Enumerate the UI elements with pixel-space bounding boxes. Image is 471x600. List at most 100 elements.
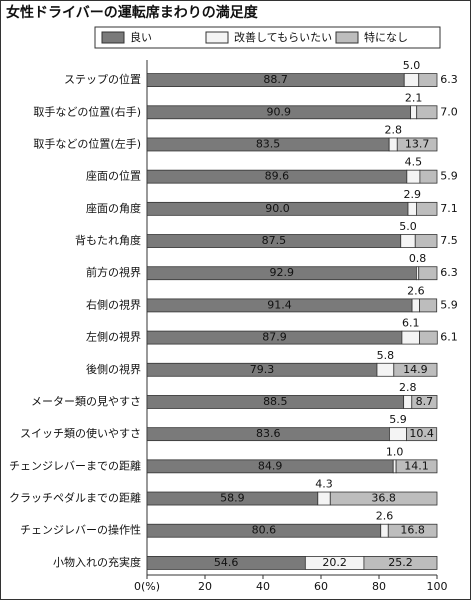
bar-segment <box>414 234 438 248</box>
x-tick-label: 0(%) <box>134 580 160 593</box>
value-label: 0.8 <box>409 252 427 265</box>
value-label: 6.3 <box>440 73 458 86</box>
x-tick-label: 100 <box>427 580 448 593</box>
y-tick-label: ステップの位置 <box>64 72 141 86</box>
y-tick-label: 小物入れの充実度 <box>53 555 141 569</box>
bar-segment <box>387 523 438 538</box>
bar-segment <box>329 491 438 506</box>
bar-segment <box>406 169 421 184</box>
value-label: 25.2 <box>388 556 413 569</box>
bar-segment <box>418 73 438 87</box>
value-label: 5.8 <box>377 349 395 362</box>
value-label: 2.6 <box>407 284 425 297</box>
value-label: 87.9 <box>262 331 287 344</box>
bar-segment <box>419 330 438 345</box>
bar-segment <box>411 395 438 409</box>
y-tick-label: メーター類の見やすさ <box>31 395 141 408</box>
bar-segment <box>403 73 420 87</box>
value-label: 2.8 <box>384 123 402 136</box>
value-label: 14.9 <box>403 363 428 376</box>
bar-segment <box>410 105 418 120</box>
value-label: 7.1 <box>440 202 458 215</box>
value-label: 2.1 <box>405 91 423 104</box>
legend-label: 特になし <box>364 30 408 44</box>
bar-segment <box>393 362 438 377</box>
legend-swatch <box>101 31 125 44</box>
bar-segment <box>406 427 438 442</box>
legend-swatch <box>335 31 359 44</box>
y-tick-label: 背もたれ角度 <box>75 233 141 247</box>
x-tick-label: 40 <box>256 580 270 593</box>
bar-segment <box>395 459 438 474</box>
value-label: 91.4 <box>267 298 292 311</box>
legend-label: 改善してもらいたい <box>234 30 332 44</box>
bar-segment <box>396 137 438 152</box>
value-label: 7.5 <box>440 234 458 247</box>
value-label: 88.7 <box>263 73 288 86</box>
value-label: 79.3 <box>250 363 275 376</box>
bar-segment <box>380 523 389 538</box>
x-tick-label: 60 <box>314 580 328 593</box>
value-label: 5.0 <box>399 220 417 233</box>
bar-segment <box>418 266 438 281</box>
bar-segment <box>392 459 397 474</box>
value-label: 92.9 <box>269 266 294 279</box>
y-tick-label: チェンジレバーまでの距離 <box>9 458 141 472</box>
value-label: 6.1 <box>440 331 458 344</box>
value-label: 4.3 <box>315 478 333 491</box>
value-label: 90.9 <box>267 105 292 118</box>
bar-segment <box>419 298 438 313</box>
value-label: 2.6 <box>376 510 394 523</box>
bar-segment <box>363 556 438 570</box>
value-label: 10.4 <box>409 427 434 440</box>
value-label: 6.3 <box>440 266 458 279</box>
value-label: 7.0 <box>440 105 458 118</box>
value-label: 5.9 <box>440 170 458 183</box>
value-label: 8.7 <box>416 395 434 408</box>
y-tick-label: クラッチペダルまでの距離 <box>9 491 141 505</box>
value-label: 80.6 <box>252 524 277 537</box>
x-tick-label: 80 <box>372 580 386 593</box>
bar-segment <box>388 137 398 152</box>
bar-segment <box>407 201 417 216</box>
value-label: 1.0 <box>386 445 404 458</box>
bar-segment <box>411 298 420 313</box>
y-tick-label: スイッチ類の使いやすさ <box>20 427 141 440</box>
value-label: 13.7 <box>405 137 430 150</box>
bar-segment <box>416 105 438 120</box>
y-tick-label: 取手などの位置(右手) <box>33 104 141 118</box>
value-label: 14.1 <box>404 459 429 472</box>
value-label: 83.6 <box>256 427 281 440</box>
value-label: 89.6 <box>265 170 290 183</box>
value-label: 84.9 <box>258 459 283 472</box>
y-tick-label: 座面の角度 <box>86 201 141 215</box>
y-tick-label: 左側の視界 <box>86 330 141 344</box>
y-tick-label: 前方の視界 <box>86 265 141 279</box>
bar-segment <box>401 330 421 345</box>
y-tick-label: 後側の視界 <box>86 362 141 376</box>
value-label: 88.5 <box>263 395 288 408</box>
y-tick-label: 座面の位置 <box>86 169 141 183</box>
value-label: 36.8 <box>371 492 396 505</box>
value-label: 2.9 <box>403 188 421 201</box>
legend-label: 良い <box>130 30 152 44</box>
y-tick-label: 右側の視界 <box>86 297 141 311</box>
bar-segment <box>317 491 331 506</box>
value-label: 5.9 <box>389 413 407 426</box>
value-label: 4.5 <box>405 156 423 169</box>
y-tick-label: 取手などの位置(左手) <box>33 136 141 150</box>
value-label: 5.9 <box>440 298 458 311</box>
bar-segment <box>419 169 438 184</box>
bar-segment <box>416 201 438 216</box>
value-label: 2.8 <box>399 381 417 394</box>
bar-segment <box>376 362 395 377</box>
value-label: 54.6 <box>214 556 239 569</box>
value-label: 83.5 <box>256 137 281 150</box>
value-label: 90.0 <box>265 202 290 215</box>
value-label: 20.2 <box>322 556 347 569</box>
legend-swatch <box>205 31 229 44</box>
value-label: 58.9 <box>220 492 245 505</box>
y-tick-label: チェンジレバーの操作性 <box>20 523 141 537</box>
bar-segment <box>400 234 416 248</box>
